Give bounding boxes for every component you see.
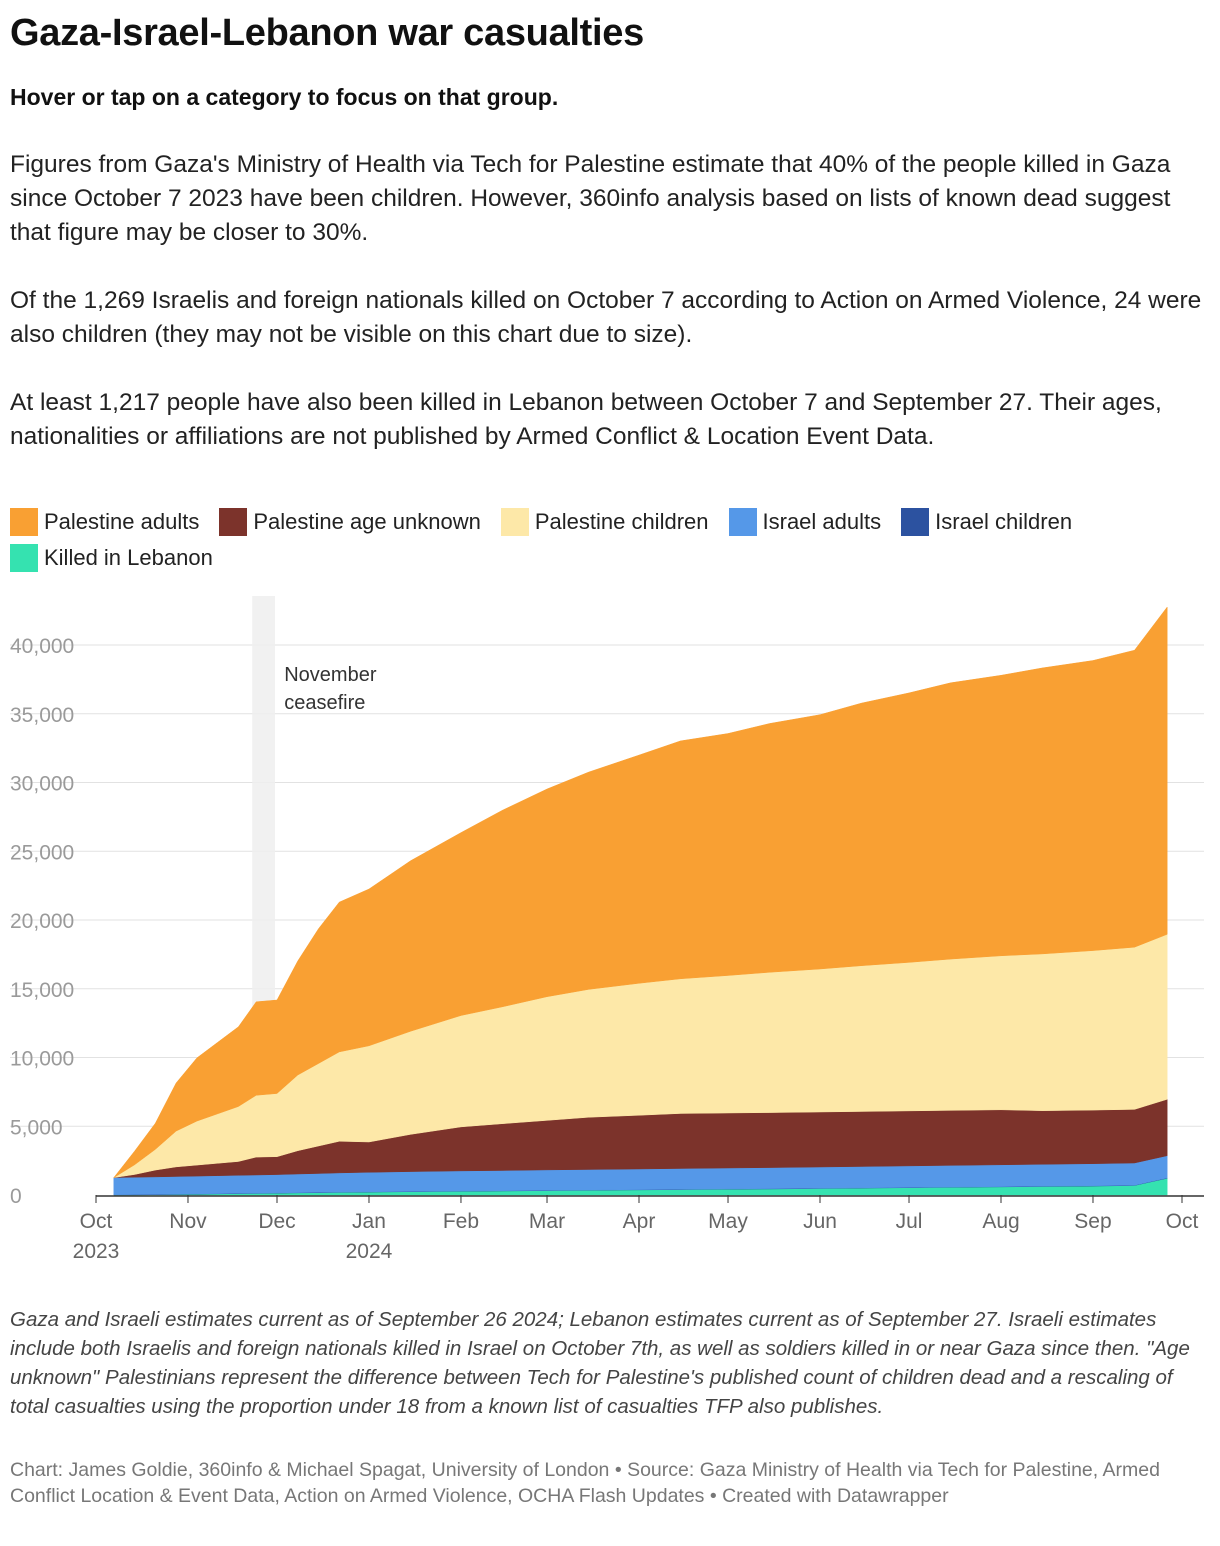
y-tick-label: 0 <box>10 1185 22 1208</box>
x-tick-label: Nov <box>169 1210 207 1233</box>
legend-label: Israel children <box>935 509 1073 534</box>
y-tick-label: 15,000 <box>10 979 74 1002</box>
legend-swatch <box>500 508 529 536</box>
area-palestine-adults <box>113 606 1168 1178</box>
legend-label: Palestine children <box>534 509 709 534</box>
x-tick-year-label: 2023 <box>73 1240 120 1263</box>
description-paragraph: At least 1,217 people have also been kil… <box>10 389 1162 450</box>
x-tick-label: Sep <box>1074 1210 1111 1233</box>
legend-label: Killed in Lebanon <box>44 545 213 570</box>
x-tick-label: Jul <box>896 1210 923 1233</box>
x-tick-label: Dec <box>258 1210 295 1233</box>
y-tick-label: 10,000 <box>10 1048 74 1071</box>
chart-notes: Gaza and Israeli estimates current as of… <box>10 1308 1190 1418</box>
legend-item-palestine-adults[interactable]: Palestine adults <box>10 508 199 536</box>
chart-description: Figures from Gaza's Ministry of Health v… <box>10 148 1210 488</box>
x-tick-label: Oct <box>80 1210 113 1233</box>
x-tick-label: Feb <box>443 1210 479 1233</box>
stacked-area-chart: 0 5,000 10,000 15,000 20,000 25,000 30,000 35,0… <box>10 596 1204 1263</box>
legend-swatch <box>10 544 38 572</box>
legend-label: Palestine adults <box>44 509 200 534</box>
legend: Palestine adults Palestine age unknown P… <box>10 508 1210 572</box>
x-tick-label: Jun <box>803 1210 837 1233</box>
y-tick-label: 25,000 <box>10 841 74 864</box>
x-tick-label: Apr <box>623 1210 656 1233</box>
annotation-label: ceasefire <box>284 692 365 714</box>
legend-swatch <box>728 508 757 536</box>
chart-credit: Chart: James Goldie, 360info & Michael S… <box>10 1459 1160 1507</box>
legend-swatch <box>219 508 248 536</box>
y-tick-label: 5,000 <box>10 1116 63 1139</box>
legend-item-palestine-age-unknown[interactable]: Palestine age unknown <box>219 508 481 536</box>
x-tick-label: Aug <box>982 1210 1019 1233</box>
legend-item-killed-in-lebanon[interactable]: Killed in Lebanon <box>10 544 213 572</box>
legend-swatch <box>10 508 38 536</box>
x-tick-label: Oct <box>1166 1210 1199 1233</box>
chart-subtitle: Hover or tap on a category to focus on t… <box>10 84 559 110</box>
x-tick-label: Mar <box>529 1210 565 1233</box>
y-tick-label: 40,000 <box>10 635 74 658</box>
y-tick-label: 35,000 <box>10 704 74 727</box>
chart-title: Gaza-Israel-Lebanon war casualties <box>10 12 644 54</box>
legend-item-palestine-children[interactable]: Palestine children <box>500 508 709 536</box>
y-tick-label: 30,000 <box>10 773 74 796</box>
description-paragraph: Of the 1,269 Israelis and foreign nation… <box>10 287 1202 348</box>
legend-item-israel-children[interactable]: Israel children <box>901 508 1072 536</box>
x-tick-year-label: 2024 <box>346 1240 393 1263</box>
legend-swatch <box>901 508 930 536</box>
description-paragraph: Figures from Gaza's Ministry of Health v… <box>10 151 1171 246</box>
annotation-label: November <box>284 664 377 686</box>
y-tick-label: 20,000 <box>10 910 74 933</box>
legend-label: Israel adults <box>762 509 882 534</box>
legend-item-israel-adults[interactable]: Israel adults <box>728 508 882 536</box>
x-tick-label: May <box>708 1210 748 1233</box>
legend-label: Palestine age unknown <box>253 509 481 534</box>
x-tick-label: Jan <box>352 1210 386 1233</box>
